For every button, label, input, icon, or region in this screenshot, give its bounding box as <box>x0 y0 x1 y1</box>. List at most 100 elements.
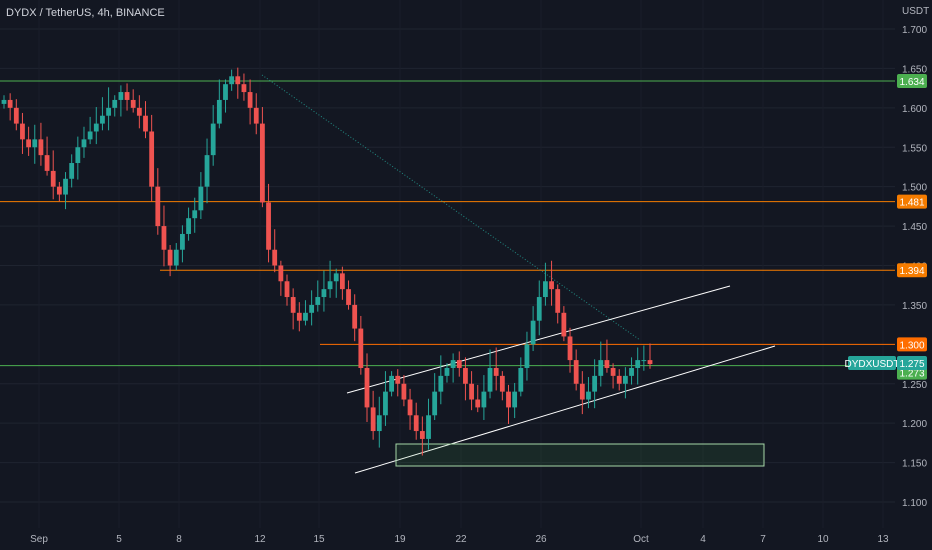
candle <box>579 371 585 415</box>
x-tick-label: 22 <box>455 534 467 545</box>
candle <box>530 306 536 352</box>
candle <box>432 373 438 421</box>
level-price-label: 1.300 <box>899 340 924 351</box>
y-tick-label: 1.550 <box>902 143 927 154</box>
candle <box>543 262 548 306</box>
candle <box>635 347 641 385</box>
candle <box>303 300 308 326</box>
y-tick-label: 1.150 <box>902 459 927 470</box>
candle <box>395 369 401 397</box>
x-tick-label: Sep <box>30 534 48 545</box>
candle <box>456 351 462 377</box>
currency-label: USDT <box>902 6 929 17</box>
candle <box>192 197 198 233</box>
y-tick-label: 1.700 <box>902 25 927 36</box>
candle <box>38 122 44 166</box>
x-tick-label: Oct <box>633 534 649 545</box>
candle <box>216 79 222 129</box>
candle <box>616 369 622 391</box>
candle <box>622 367 628 399</box>
level-price-label: 1.394 <box>899 266 924 277</box>
price-axis[interactable]: 1.7001.6501.6001.5501.5001.4501.4001.350… <box>844 25 927 509</box>
x-tick-label: 8 <box>176 534 182 545</box>
candle <box>100 97 105 131</box>
candle <box>223 79 228 113</box>
symbol-label: DYDXUSDT <box>844 359 899 370</box>
y-tick-label: 1.250 <box>902 380 927 391</box>
candle <box>186 207 191 241</box>
candle <box>573 349 579 391</box>
candle <box>346 280 351 310</box>
candle <box>13 99 19 131</box>
candle <box>136 95 142 129</box>
y-tick-label: 1.200 <box>902 419 927 430</box>
candle <box>352 294 358 342</box>
level-price-tag <box>897 263 927 278</box>
candle <box>413 402 419 440</box>
candle <box>56 181 62 202</box>
candle <box>321 270 327 312</box>
candle <box>426 398 431 450</box>
time-axis[interactable]: Sep 5 8 12 15 19 22 26 Oct 4 7 10 13 <box>30 534 889 545</box>
y-tick-label: 1.500 <box>902 183 927 194</box>
candle <box>296 302 302 332</box>
candle <box>266 183 271 263</box>
candle <box>475 384 481 413</box>
candle <box>598 341 604 387</box>
candle <box>444 363 450 383</box>
candle <box>450 353 456 383</box>
candle <box>604 339 610 373</box>
candle <box>518 357 524 397</box>
demand-zone <box>395 443 765 467</box>
x-tick-label: 5 <box>116 534 122 545</box>
candle <box>253 93 259 135</box>
candle <box>124 83 130 111</box>
last-price-label: 1.275 <box>899 359 924 370</box>
downtrend-line <box>261 74 641 341</box>
candle <box>180 225 185 263</box>
candle <box>44 136 50 176</box>
candle <box>149 114 155 202</box>
candle <box>290 288 296 330</box>
candle <box>278 260 284 296</box>
candle <box>118 85 124 117</box>
candle <box>173 243 179 271</box>
candle <box>260 107 265 208</box>
candle <box>364 353 370 422</box>
candle <box>167 245 173 277</box>
channel-lower-line <box>354 345 776 474</box>
candle <box>481 375 487 421</box>
candles <box>1 67 653 456</box>
trend-drawings <box>261 74 776 474</box>
candle <box>241 73 247 101</box>
candle <box>327 260 333 298</box>
candle <box>247 79 253 125</box>
candle <box>161 205 167 267</box>
candle <box>155 168 161 235</box>
candle <box>87 116 93 145</box>
candle <box>401 375 407 407</box>
candle <box>506 384 511 424</box>
candle <box>309 290 315 326</box>
candle <box>561 306 567 342</box>
candle <box>389 371 394 397</box>
candle <box>81 126 87 158</box>
candle <box>69 154 75 188</box>
candle <box>198 172 204 219</box>
x-tick-label: 13 <box>877 534 889 545</box>
candle <box>143 101 148 139</box>
candle <box>555 284 561 324</box>
y-tick-label: 1.450 <box>902 222 927 233</box>
candle <box>629 357 634 385</box>
candle <box>370 390 376 440</box>
candle <box>50 150 56 200</box>
x-tick-label: 4 <box>700 534 706 545</box>
candle <box>204 138 210 204</box>
candle <box>463 357 468 401</box>
x-tick-label: 10 <box>817 534 829 545</box>
candle <box>7 93 13 121</box>
candle <box>493 347 499 391</box>
candle <box>549 260 554 306</box>
x-tick-label: 26 <box>535 534 547 545</box>
